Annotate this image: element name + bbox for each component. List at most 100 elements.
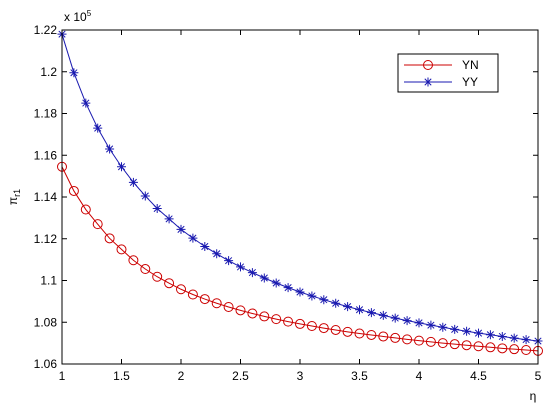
- data-point-yy: [152, 203, 162, 213]
- data-point-yn: [306, 321, 317, 332]
- data-point-yn: [366, 329, 377, 340]
- data-point-yn: [104, 233, 115, 244]
- data-point-yy: [485, 330, 495, 340]
- x-tick-label: 3: [297, 369, 304, 383]
- data-point-yy: [307, 291, 317, 301]
- data-point-yn: [485, 342, 496, 353]
- data-point-yy: [295, 287, 305, 297]
- x-tick-label: 1.5: [113, 369, 130, 383]
- data-point-yn: [247, 308, 258, 319]
- data-point-yy: [93, 123, 103, 133]
- data-point-yn: [152, 271, 163, 282]
- y-tick-label: 1.2: [40, 65, 57, 79]
- data-point-yy: [355, 305, 364, 315]
- data-point-yy: [224, 256, 234, 266]
- data-point-yy: [450, 324, 460, 334]
- data-point-yn: [437, 338, 448, 349]
- x-tick-label: 4: [416, 369, 423, 383]
- data-point-yn: [92, 219, 103, 230]
- data-point-yy: [81, 98, 91, 108]
- data-point-yy: [366, 308, 376, 318]
- data-point-yn: [509, 344, 520, 355]
- x-tick-label: 4.5: [470, 369, 487, 383]
- data-point-yy: [236, 262, 245, 272]
- data-point-yn: [164, 278, 175, 289]
- data-point-yy: [331, 298, 341, 308]
- data-point-yn: [187, 289, 198, 300]
- data-point-yy: [462, 326, 472, 336]
- data-point-yy: [378, 310, 388, 320]
- data-point-yn: [330, 324, 341, 335]
- data-point-yn: [449, 339, 460, 350]
- data-point-yy: [414, 318, 424, 328]
- data-point-yn: [497, 343, 508, 354]
- data-point-yn: [223, 302, 234, 313]
- x-tick-label: 3.5: [351, 369, 368, 383]
- data-point-yy: [164, 214, 174, 224]
- data-point-yn: [390, 332, 401, 343]
- data-point-yn: [521, 345, 532, 356]
- y-tick-label: 1.14: [34, 190, 58, 204]
- data-point-yn: [211, 298, 222, 309]
- data-point-yn: [271, 314, 282, 325]
- ticks-layer: 1 1.5 2 2.5 3 3.5 4 4.5 5 1.06 1.08 1.1 1.12 1.14 1.16…: [34, 23, 542, 383]
- legend-box: [397, 53, 499, 93]
- data-point-yn: [176, 284, 186, 295]
- data-point-yn: [80, 204, 91, 215]
- legend-label-yn: YN: [462, 58, 479, 72]
- data-point-yy: [438, 322, 448, 332]
- series-layer: [57, 29, 543, 356]
- data-point-yn: [402, 334, 413, 345]
- data-point-yy: [426, 320, 436, 330]
- y-tick-label: 1.22: [34, 23, 58, 37]
- x-tick-label: 2: [178, 369, 185, 383]
- data-point-yy: [247, 268, 257, 278]
- x-tick-label: 1: [59, 369, 66, 383]
- y-tick-label: 1.1: [40, 274, 57, 288]
- series-yn: [57, 161, 543, 356]
- legend-label-yy: YY: [462, 75, 478, 89]
- legend-marker-yy: [423, 77, 433, 87]
- data-point-yy: [319, 295, 329, 305]
- y-tick-label: 1.18: [34, 107, 58, 121]
- y-tick-label: 1.12: [34, 232, 58, 246]
- data-point-yn: [414, 335, 424, 346]
- data-point-yn: [283, 316, 294, 327]
- data-point-yy: [402, 316, 412, 326]
- data-point-yy: [259, 273, 269, 283]
- data-point-yn: [342, 326, 353, 337]
- data-point-yn: [235, 305, 246, 316]
- data-point-yn: [473, 341, 484, 352]
- data-point-yy: [474, 328, 483, 338]
- data-point-yn: [378, 331, 389, 342]
- data-point-yn: [128, 255, 139, 266]
- data-point-yn: [425, 336, 436, 347]
- data-point-yy: [117, 162, 126, 172]
- data-point-yn: [259, 311, 270, 322]
- x-tick-label: 5: [535, 369, 542, 383]
- data-point-yy: [271, 278, 281, 288]
- data-point-yn: [68, 185, 79, 196]
- legend: YN YY: [397, 53, 499, 93]
- data-point-yy: [200, 241, 210, 251]
- data-point-yn: [140, 264, 151, 275]
- data-point-yy: [283, 283, 293, 293]
- data-point-yy: [212, 249, 222, 259]
- data-point-yn: [354, 328, 365, 339]
- data-point-yy: [509, 333, 519, 343]
- data-point-yy: [128, 177, 138, 187]
- data-point-yn: [116, 244, 127, 255]
- legend-item-yy: YY: [404, 75, 478, 89]
- data-point-yy: [521, 335, 531, 345]
- legend-item-yn: YN: [404, 58, 479, 72]
- y-tick-label: 1.16: [34, 148, 58, 162]
- data-point-yy: [69, 68, 79, 78]
- x-axis-label: η: [530, 389, 537, 403]
- y-tick-label: 1.06: [34, 357, 58, 371]
- data-point-yy: [390, 313, 400, 323]
- series-yy: [57, 29, 543, 346]
- y-axis-label: πr1: [6, 189, 22, 205]
- data-point-yy: [105, 144, 115, 154]
- legend-marker-yn: [423, 60, 433, 70]
